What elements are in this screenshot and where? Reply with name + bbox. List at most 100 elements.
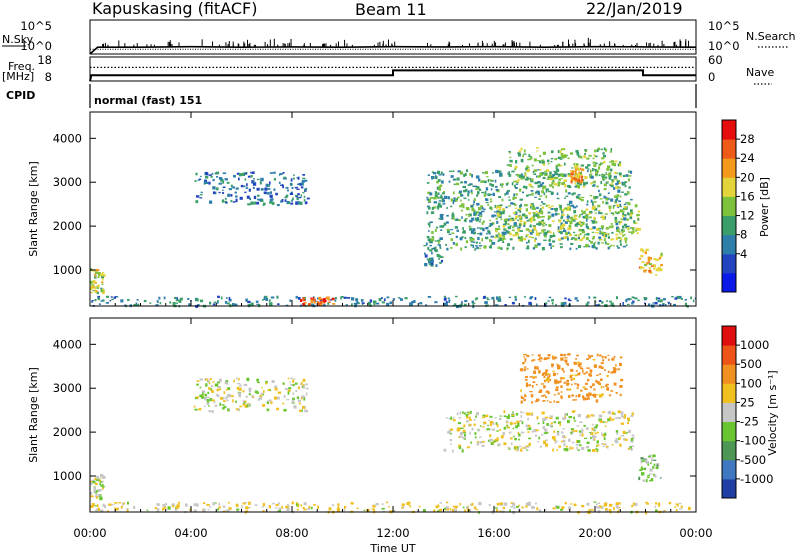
heatmap-cell: [600, 225, 604, 229]
heatmap-cell: [289, 381, 291, 383]
heatmap-cell: [259, 394, 263, 398]
heatmap-cell: [624, 237, 626, 240]
heatmap-cell: [622, 213, 624, 216]
heatmap-cell: [256, 303, 259, 305]
heatmap-cell: [562, 428, 566, 430]
heatmap-cell: [252, 396, 255, 398]
heatmap-cell: [553, 394, 557, 396]
heatmap-cell: [464, 172, 467, 176]
heatmap-cell: [514, 186, 518, 189]
heatmap-cell: [510, 442, 513, 446]
heatmap-cell: [269, 172, 273, 174]
heatmap-cell: [340, 296, 342, 300]
heatmap-cell: [551, 302, 554, 305]
heatmap-cell: [539, 208, 542, 212]
heatmap-cell: [623, 416, 626, 419]
heatmap-cell: [467, 193, 470, 197]
heatmap-cell: [259, 181, 262, 185]
heatmap-cell: [499, 429, 501, 431]
heatmap-cell: [624, 240, 627, 244]
heatmap-cell: [446, 214, 449, 217]
heatmap-cell: [305, 392, 308, 396]
heatmap-cell: [650, 462, 652, 465]
heatmap-cell: [586, 219, 588, 222]
heatmap-cell: [484, 301, 488, 304]
heatmap-cell: [587, 511, 591, 515]
heatmap-cell: [655, 258, 659, 261]
heatmap-cell: [513, 447, 516, 450]
heatmap-cell: [487, 424, 489, 427]
heatmap-cell: [561, 182, 565, 186]
heatmap-cell: [594, 432, 597, 435]
heatmap-cell: [590, 509, 594, 511]
heatmap-cell: [535, 303, 538, 307]
heatmap-cell: [466, 506, 469, 509]
heatmap-cell: [530, 224, 532, 228]
heatmap-cell: [649, 454, 652, 457]
heatmap-cell: [590, 414, 594, 417]
heatmap-cell: [542, 176, 546, 179]
heatmap-cell: [261, 200, 264, 203]
heatmap-cell: [469, 411, 472, 414]
heatmap-cell: [477, 217, 479, 220]
heatmap-cell: [570, 428, 574, 430]
heatmap-cell: [523, 368, 526, 372]
colorbar-swatch: [722, 459, 736, 480]
colorbar-tick-label: 500: [740, 357, 762, 371]
heatmap-cell: [604, 356, 607, 359]
heatmap-cell: [492, 422, 495, 425]
heatmap-cell: [296, 188, 300, 190]
heatmap-cell: [393, 509, 396, 513]
heatmap-cell: [577, 155, 581, 158]
heatmap-cell: [538, 370, 541, 373]
heatmap-cell: [496, 437, 499, 441]
heatmap-cell: [619, 222, 621, 225]
heatmap-cell: [433, 247, 435, 250]
heatmap-cell: [473, 419, 476, 421]
heatmap-cell: [97, 284, 100, 288]
heatmap-cell: [478, 245, 483, 247]
heatmap-cell: [595, 447, 598, 450]
heatmap-cell: [485, 236, 489, 240]
heatmap-cell: [575, 184, 579, 186]
heatmap-cell: [542, 185, 547, 189]
heatmap-cell: [581, 431, 584, 434]
heatmap-cell: [270, 296, 275, 299]
heatmap-cell: [643, 269, 647, 273]
heatmap-cell: [232, 303, 235, 307]
heatmap-cell: [247, 203, 251, 206]
heatmap-cell: [528, 424, 531, 428]
heatmap-cell: [581, 221, 585, 225]
heatmap-cell: [477, 428, 480, 432]
heatmap-cell: [99, 273, 103, 277]
heatmap-cell: [513, 422, 516, 425]
heatmap-cell: [538, 160, 542, 164]
heatmap-cell: [525, 378, 528, 381]
heatmap-cell: [424, 254, 428, 258]
heatmap-cell: [499, 173, 501, 177]
heatmap-cell: [580, 389, 583, 392]
heatmap-cell: [101, 281, 104, 284]
heatmap-cell: [356, 507, 359, 510]
ytick-label: 1000: [53, 263, 82, 277]
heatmap-cell: [519, 198, 523, 201]
heatmap-cell: [472, 203, 475, 206]
heatmap-cell: [576, 299, 579, 302]
heatmap-cell: [547, 300, 550, 302]
heatmap-cell: [555, 440, 558, 443]
heatmap-cell: [528, 154, 531, 157]
heatmap-cell: [648, 257, 652, 260]
heatmap-cell: [233, 379, 235, 383]
heatmap-cell: [491, 214, 495, 218]
heatmap-cell: [200, 396, 204, 399]
heatmap-cell: [527, 384, 530, 386]
heatmap-cell: [426, 205, 430, 208]
heatmap-cell: [290, 193, 294, 195]
heatmap-cell: [235, 195, 238, 198]
heatmap-cell: [581, 231, 585, 234]
heatmap-cell: [576, 425, 580, 427]
heatmap-cell: [578, 178, 581, 180]
heatmap-cell: [587, 354, 590, 356]
heatmap-cell: [490, 239, 493, 242]
heatmap-cell: [640, 248, 643, 252]
